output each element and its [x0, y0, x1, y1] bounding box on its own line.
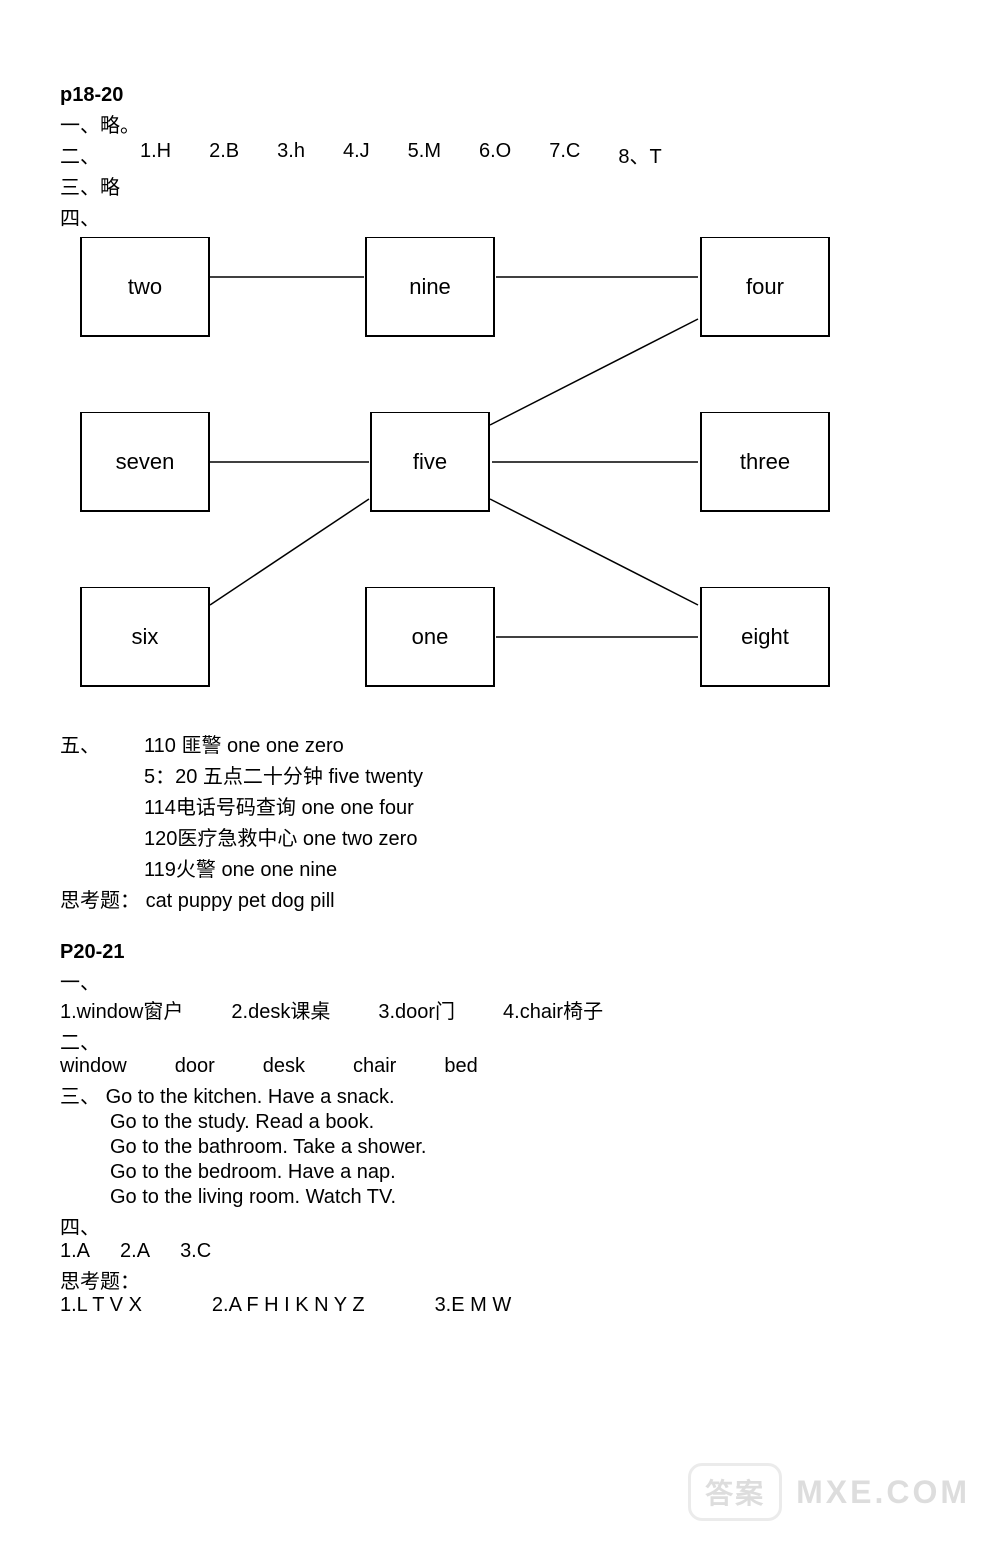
p20-sec3-1: Go to the kitchen. Have a snack. — [106, 1086, 395, 1108]
p18-sec5-line1: 五、 110 匪警 one one zero — [60, 729, 940, 758]
watermark-site: MXE.COM — [796, 1474, 970, 1511]
worksheet-page: p18-20 一、略。 二、 1.H 2.B 3.h 4.J 5.M 6.O 7… — [0, 0, 1000, 1551]
p18-think-label: 思考题： — [60, 890, 140, 912]
node-seven: seven — [80, 412, 210, 512]
p20-sec2-4: chair — [353, 1055, 396, 1078]
p20-sec1-4: 4.chair椅子 — [503, 995, 603, 1024]
spacer — [60, 915, 940, 937]
p20-think-label: 思考题： — [60, 1271, 140, 1293]
p18-sec2-4: 4.J — [343, 140, 370, 169]
p20-sec1-2: 2.desk课桌 — [231, 995, 330, 1024]
p20-sec3-2: Go to the study. Read a book. — [110, 1111, 940, 1134]
matching-diagram: two nine four seven five three six one e… — [80, 237, 950, 727]
p20-think-1: 1.L T V X — [60, 1294, 142, 1317]
p18-sec2-1: 1.H — [140, 140, 171, 169]
p18-think-text: cat puppy pet dog pill — [146, 890, 335, 912]
p18-sec5-text-2: 5：20 五点二十分钟 five twenty — [144, 760, 940, 789]
p20-sec2: 二、 window door desk chair bed — [60, 1026, 940, 1078]
p18-sec2-2: 2.B — [209, 140, 239, 169]
node-two: two — [80, 237, 210, 337]
p20-sec3-3: Go to the bathroom. Take a shower. — [110, 1136, 940, 1159]
heading-p18-20: p18-20 — [60, 84, 940, 107]
p18-sec2-3: 3.h — [277, 140, 305, 169]
node-eight: eight — [700, 587, 830, 687]
p20-sec3-5: Go to the living room. Watch TV. — [110, 1186, 940, 1209]
node-one: one — [365, 587, 495, 687]
p20-sec2-lead: 二、 — [60, 1032, 100, 1054]
p20-sec2-1: window — [60, 1055, 127, 1078]
p20-thinking: 思考题： 1.L T V X 2.A F H I K N Y Z 3.E M W — [60, 1265, 940, 1317]
p18-sec5-text-1: 110 匪警 one one zero — [144, 729, 344, 758]
node-three: three — [700, 412, 830, 512]
p18-sec5-text-5: 119火警 one one nine — [144, 853, 940, 882]
heading-p20-21: P20-21 — [60, 941, 940, 964]
p18-sec4-lead: 四、 — [60, 202, 940, 231]
p18-sec2-8: 8、T — [618, 140, 661, 169]
p20-sec3-4: Go to the bedroom. Have a nap. — [110, 1161, 940, 1184]
p18-sec2-lead: 二、 — [60, 140, 102, 169]
p20-sec4: 四、 1.A 2.A 3.C — [60, 1211, 940, 1263]
p20-sec4-3: 3.C — [180, 1240, 211, 1263]
p20-sec1-3: 3.door门 — [378, 995, 455, 1024]
p20-sec1-lead: 一、 — [60, 972, 100, 994]
p18-thinking: 思考题： cat puppy pet dog pill — [60, 884, 940, 913]
p18-sec5-text-4: 120医疗急救中心 one two zero — [144, 822, 940, 851]
node-six: six — [80, 587, 210, 687]
p20-sec1: 一、 1.window窗户 2.desk课桌 3.door门 4.chair椅子 — [60, 966, 940, 1024]
p20-think-2: 2.A F H I K N Y Z — [212, 1294, 365, 1317]
p20-sec2-3: desk — [263, 1055, 305, 1078]
p18-sec2-5: 5.M — [408, 140, 441, 169]
p20-sec3-line1: 三、 Go to the kitchen. Have a snack. — [60, 1080, 940, 1109]
p20-sec2-5: bed — [444, 1055, 477, 1078]
p20-sec1-1: 1.window窗户 — [60, 995, 183, 1024]
p20-sec4-lead: 四、 — [60, 1217, 100, 1239]
p18-sec2-row: 二、 1.H 2.B 3.h 4.J 5.M 6.O 7.C 8、T — [60, 140, 940, 169]
node-nine: nine — [365, 237, 495, 337]
p20-sec4-2: 2.A — [120, 1240, 150, 1263]
p18-sec5-lead: 五、 — [60, 729, 144, 758]
node-five: five — [370, 412, 490, 512]
p18-sec2-7: 7.C — [549, 140, 580, 169]
p20-sec4-1: 1.A — [60, 1240, 90, 1263]
p18-sec1: 一、略。 — [60, 109, 940, 138]
node-four: four — [700, 237, 830, 337]
p18-sec5-text-3: 114电话号码查询 one one four — [144, 791, 940, 820]
watermark-badge: 答案 — [688, 1463, 782, 1521]
p20-sec3-lead: 三、 — [60, 1086, 100, 1108]
watermark: 答案 MXE.COM — [688, 1463, 970, 1521]
p20-sec2-2: door — [175, 1055, 215, 1078]
p18-sec2-6: 6.O — [479, 140, 511, 169]
p20-think-3: 3.E M W — [435, 1294, 512, 1317]
p18-sec3: 三、略 — [60, 171, 940, 200]
